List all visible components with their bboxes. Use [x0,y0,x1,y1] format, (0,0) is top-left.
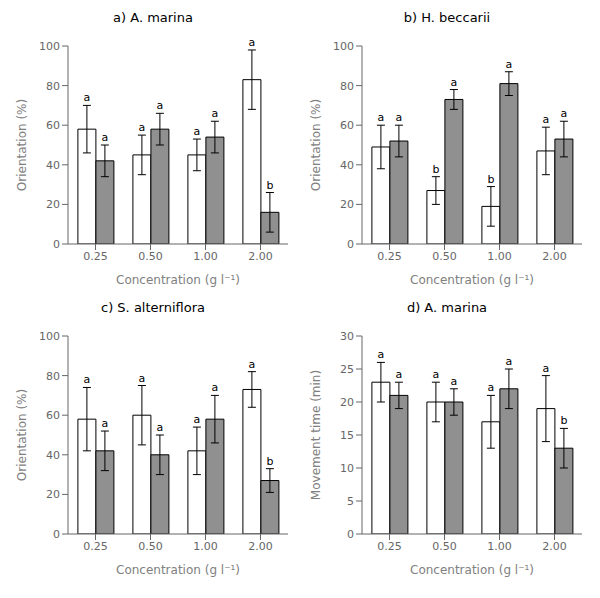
svg-text:0.50: 0.50 [432,540,457,553]
svg-text:Concentration (g l⁻¹): Concentration (g l⁻¹) [116,273,240,287]
svg-text:Concentration (g l⁻¹): Concentration (g l⁻¹) [116,563,240,577]
svg-text:a: a [102,417,109,430]
svg-text:0.50: 0.50 [432,250,457,263]
svg-text:b: b [560,414,567,427]
svg-text:0: 0 [53,528,60,541]
svg-text:0.50: 0.50 [138,540,163,553]
svg-text:a: a [451,375,458,388]
svg-text:a: a [139,121,146,134]
svg-text:a: a [543,362,550,375]
svg-text:0.25: 0.25 [377,540,402,553]
html-text:b) H. beccarii: b) H. beccarii [403,10,491,25]
svg-text:0.25: 0.25 [83,250,108,263]
svg-text:100: 100 [333,40,354,53]
svg-text:a: a [84,373,91,386]
svg-text:Orientation (%): Orientation (%) [309,99,323,191]
svg-text:80: 80 [46,370,60,383]
svg-text:60: 60 [46,409,60,422]
svg-text:Movement time (min): Movement time (min) [309,370,323,500]
svg-text:100: 100 [39,40,60,53]
svg-text:15: 15 [340,429,354,442]
svg-text:b: b [432,163,439,176]
svg-text:Orientation (%): Orientation (%) [15,389,29,481]
svg-text:a: a [378,348,385,361]
svg-text:a: a [561,107,568,120]
svg-text:a: a [543,113,550,126]
svg-text:1.00: 1.00 [193,250,218,263]
svg-text:a: a [194,125,201,138]
svg-text:0.50: 0.50 [138,250,163,263]
svg-text:5: 5 [347,495,354,508]
svg-text:Orientation (%): Orientation (%) [15,99,29,191]
svg-text:100: 100 [39,330,60,343]
svg-text:1.00: 1.00 [487,250,512,263]
svg-text:40: 40 [340,159,354,172]
svg-text:1.00: 1.00 [193,540,218,553]
svg-text:a: a [102,131,109,144]
svg-text:a: a [139,372,146,385]
svg-text:0.25: 0.25 [83,540,108,553]
svg-text:a: a [451,76,458,89]
svg-text:a: a [396,111,403,124]
svg-text:a: a [194,413,201,426]
svg-text:b: b [266,179,273,192]
svg-text:a: a [157,421,164,434]
svg-text:40: 40 [46,449,60,462]
svg-text:1.00: 1.00 [487,540,512,553]
svg-text:2.00: 2.00 [542,540,567,553]
svg-text:40: 40 [46,159,60,172]
svg-text:0: 0 [347,528,354,541]
svg-text:a: a [433,368,440,381]
svg-text:a: a [157,99,164,112]
svg-text:60: 60 [340,119,354,132]
svg-text:0: 0 [53,238,60,251]
svg-text:30: 30 [340,330,354,343]
svg-text:2.00: 2.00 [248,540,273,553]
html-text:d) A. marina: d) A. marina [406,300,488,315]
svg-text:20: 20 [340,396,354,409]
html-text:a) A. marina: a) A. marina [113,10,193,25]
svg-text:0: 0 [347,238,354,251]
svg-text:20: 20 [340,198,354,211]
svg-text:2.00: 2.00 [542,250,567,263]
svg-text:a: a [506,355,513,368]
svg-text:a: a [378,111,385,124]
svg-text:80: 80 [340,80,354,93]
svg-text:2.00: 2.00 [248,250,273,263]
svg-text:a: a [84,91,91,104]
svg-text:10: 10 [340,462,354,475]
svg-text:a: a [488,381,495,394]
svg-text:Concentration (g l⁻¹): Concentration (g l⁻¹) [410,273,534,287]
svg-text:a: a [506,58,513,71]
svg-text:60: 60 [46,119,60,132]
svg-text:a: a [212,381,219,394]
svg-text:0.25: 0.25 [377,250,402,263]
svg-text:a: a [249,358,256,371]
svg-text:b: b [487,173,494,186]
svg-text:80: 80 [46,80,60,93]
svg-text:a: a [249,36,256,49]
svg-text:20: 20 [46,488,60,501]
svg-text:b: b [266,455,273,468]
svg-text:a: a [212,107,219,120]
svg-text:a: a [396,368,403,381]
html-text:c) S. alterniflora: c) S. alterniflora [101,300,205,315]
svg-text:20: 20 [46,198,60,211]
svg-text:Concentration (g l⁻¹): Concentration (g l⁻¹) [410,563,534,577]
svg-text:25: 25 [340,363,354,376]
